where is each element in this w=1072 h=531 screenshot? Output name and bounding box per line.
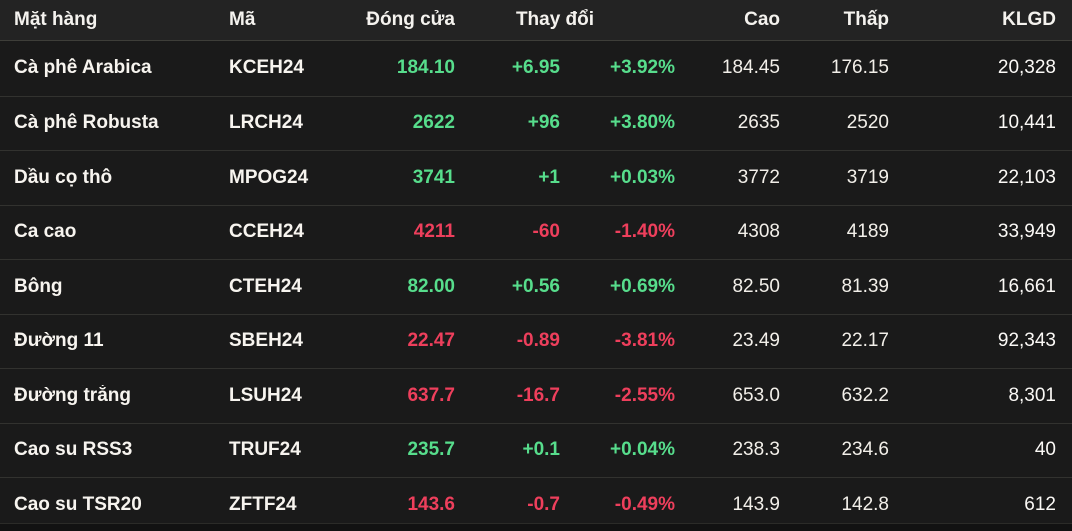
cell-low-price: 2520 [846,112,889,134]
cell-change-percent: -3.81% [614,330,675,352]
table-row[interactable]: Cao su RSS3 TRUF24 235.7 +0.1 +0.04% 238… [0,422,1072,477]
cell-high-price: 238.3 [732,439,780,461]
table-body: Cà phê Arabica KCEH24 184.10 +6.95 +3.92… [0,41,1072,531]
cell-close-price: 235.7 [407,439,455,461]
cell-low-price: 632.2 [841,384,889,406]
cell-high-price: 4308 [737,221,780,243]
cell-contract-code: CCEH24 [229,221,304,243]
cell-change-absolute: +6.95 [511,57,560,79]
cell-change-absolute: -60 [532,221,560,243]
cell-commodity-name: Cà phê Robusta [14,112,159,134]
header-high: Cao [744,9,780,30]
table-row[interactable]: Cà phê Arabica KCEH24 184.10 +6.95 +3.92… [0,41,1072,96]
cell-contract-code: KCEH24 [229,57,304,79]
cell-commodity-name: Cao su TSR20 [14,493,142,515]
cell-low-price: 22.17 [841,330,889,352]
cell-commodity-name: Cao su RSS3 [14,439,133,461]
cell-commodity-name: Cà phê Arabica [14,57,152,79]
cell-low-price: 142.8 [841,493,889,515]
header-commodity: Mặt hàng [14,9,98,30]
cell-high-price: 143.9 [732,493,780,515]
cell-change-percent: -2.55% [614,384,675,406]
cell-volume: 40 [1034,439,1056,461]
cell-contract-code: SBEH24 [229,330,303,352]
cell-change-absolute: -0.7 [527,493,560,515]
table-row[interactable]: Cà phê Robusta LRCH24 2622 +96 +3.80% 26… [0,95,1072,150]
cell-close-price: 82.00 [407,275,455,297]
cell-change-percent: +0.04% [610,439,675,461]
cell-commodity-name: Dầu cọ thô [14,166,113,188]
table-header: Mặt hàng Mã Đóng cửa Thay đổi Cao Thấp K… [0,0,1072,41]
cell-high-price: 3772 [737,166,780,188]
cell-change-percent: -0.49% [614,493,675,515]
cell-commodity-name: Bông [14,275,63,297]
cell-high-price: 653.0 [732,384,780,406]
cell-contract-code: CTEH24 [229,275,302,297]
clipped-next-row-edge [0,523,1072,531]
cell-volume: 92,343 [997,330,1056,352]
table-row[interactable]: Cao su TSR20 ZFTF24 143.6 -0.7 -0.49% 14… [0,477,1072,531]
cell-change-percent: +3.80% [610,112,675,134]
cell-close-price: 4211 [413,221,455,243]
cell-change-percent: +0.03% [610,166,675,188]
cell-change-percent: -1.40% [614,221,675,243]
cell-commodity-name: Đường 11 [14,330,104,352]
cell-volume: 10,441 [997,112,1056,134]
cell-high-price: 23.49 [732,330,780,352]
header-low: Thấp [843,9,889,30]
cell-close-price: 637.7 [407,384,455,406]
table-row[interactable]: Đường 11 SBEH24 22.47 -0.89 -3.81% 23.49… [0,313,1072,368]
cell-change-absolute: +1 [538,166,560,188]
cell-low-price: 3719 [846,166,889,188]
cell-close-price: 184.10 [396,57,455,79]
cell-high-price: 82.50 [732,275,780,297]
cell-change-absolute: +0.1 [522,439,560,461]
cell-low-price: 176.15 [830,57,889,79]
cell-close-price: 3741 [412,166,455,188]
cell-commodity-name: Ca cao [14,221,77,243]
cell-volume: 612 [1024,493,1056,515]
cell-high-price: 184.45 [721,57,780,79]
cell-change-percent: +0.69% [610,275,675,297]
cell-volume: 22,103 [997,166,1056,188]
cell-volume: 33,949 [997,221,1056,243]
cell-volume: 20,328 [997,57,1056,79]
cell-contract-code: LRCH24 [229,112,303,134]
cell-volume: 8,301 [1008,384,1056,406]
header-volume: KLGD [1002,9,1056,30]
cell-contract-code: ZFTF24 [229,493,297,515]
cell-contract-code: MPOG24 [229,166,309,188]
cell-volume: 16,661 [997,275,1056,297]
cell-change-percent: +3.92% [610,57,675,79]
table-row[interactable]: Bông CTEH24 82.00 +0.56 +0.69% 82.50 81.… [0,259,1072,314]
header-change: Thay đổi [515,9,595,30]
cell-low-price: 234.6 [841,439,889,461]
table-row[interactable]: Ca cao CCEH24 4211 -60 -1.40% 4308 4189 … [0,204,1072,259]
cell-change-absolute: -0.89 [516,330,560,352]
header-code: Mã [229,9,256,30]
cell-change-absolute: +0.56 [511,275,560,297]
table-row[interactable]: Dầu cọ thô MPOG24 3741 +1 +0.03% 3772 37… [0,150,1072,205]
cell-contract-code: LSUH24 [229,384,302,406]
cell-close-price: 22.47 [407,330,455,352]
cell-close-price: 143.6 [407,493,455,515]
cell-change-absolute: +96 [527,112,560,134]
cell-commodity-name: Đường trắng [14,384,131,406]
table-row[interactable]: Đường trắng LSUH24 637.7 -16.7 -2.55% 65… [0,368,1072,423]
cell-close-price: 2622 [412,112,455,134]
header-close: Đóng cửa [366,9,455,30]
cell-low-price: 4189 [846,221,889,243]
cell-low-price: 81.39 [841,275,889,297]
cell-contract-code: TRUF24 [229,439,301,461]
cell-change-absolute: -16.7 [516,384,560,406]
cell-high-price: 2635 [737,112,780,134]
